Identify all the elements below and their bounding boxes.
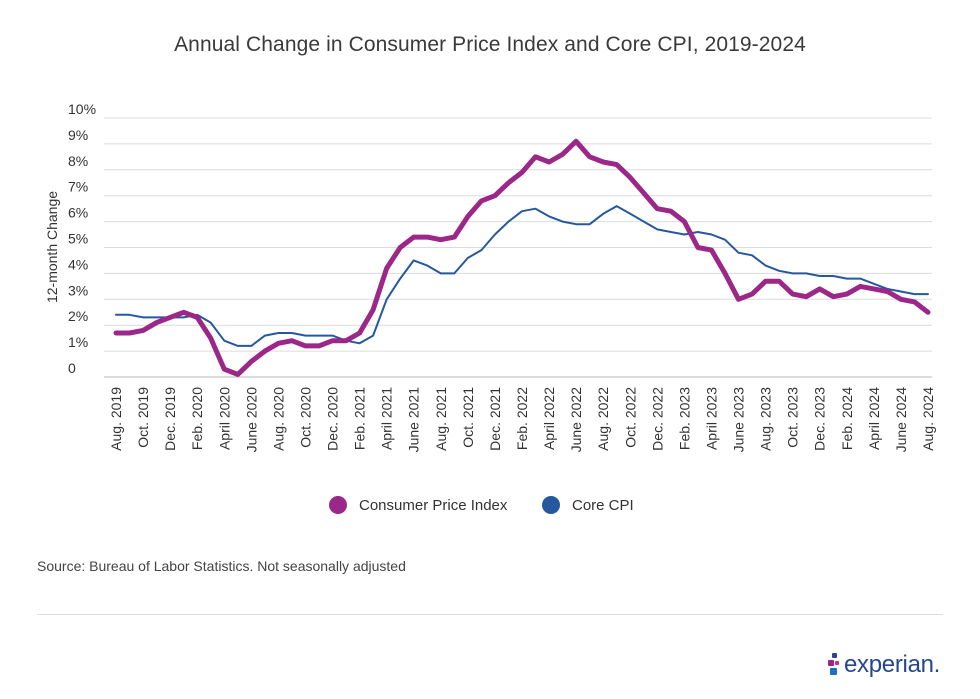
x-tick-label: June 2021 — [406, 387, 422, 453]
legend: Consumer Price Index Core CPI — [329, 496, 634, 514]
y-axis-ticks: 0 1% 2% 3% 4% 5% 6% 7% 8% 9% 10% — [68, 101, 96, 376]
x-tick-label: Feb. 2023 — [676, 387, 692, 450]
x-tick-label: Aug. 2024 — [920, 387, 936, 451]
x-tick-label: April 2023 — [703, 387, 719, 450]
x-tick-label: Oct. 2021 — [460, 387, 476, 448]
line-chart: 0 1% 2% 3% 4% 5% 6% 7% 8% 9% 10% Aug. 2019 Oct. 201… — [44, 101, 936, 514]
x-tick-label: Dec. 2021 — [487, 387, 503, 451]
x-tick-label: Aug. 2019 — [108, 387, 124, 451]
x-tick-label: June 2023 — [731, 387, 747, 453]
x-tick-label: Feb. 2024 — [839, 387, 855, 450]
legend-item-core[interactable]: Core CPI — [542, 496, 634, 514]
y-tick-label: 10% — [68, 101, 96, 117]
brand-wordmark: experian. — [844, 651, 941, 678]
experian-logo: experian. — [828, 650, 940, 680]
y-tick-label: 5% — [68, 231, 88, 247]
x-tick-label: April 2022 — [541, 387, 557, 450]
y-tick-label: 4% — [68, 256, 88, 272]
x-tick-label: Oct. 2022 — [622, 387, 638, 448]
x-tick-label: April 2021 — [379, 387, 395, 450]
y-tick-label: 3% — [68, 282, 88, 298]
y-tick-label: 0 — [68, 360, 76, 376]
y-tick-label: 1% — [68, 334, 88, 350]
x-tick-label: Dec. 2020 — [325, 387, 341, 451]
x-tick-label: June 2020 — [243, 387, 259, 453]
legend-core-label: Core CPI — [572, 497, 634, 514]
y-tick-label: 8% — [68, 153, 88, 169]
x-tick-label: Oct. 2020 — [297, 387, 313, 448]
y-axis-title: 12-month Change — [44, 191, 60, 303]
chart-title: Annual Change in Consumer Price Index an… — [174, 33, 806, 56]
grid-lines — [104, 117, 932, 378]
y-tick-label: 7% — [68, 179, 88, 195]
legend-item-cpi[interactable]: Consumer Price Index — [329, 496, 508, 514]
x-tick-label: June 2024 — [893, 387, 909, 453]
y-tick-label: 2% — [68, 308, 88, 324]
x-tick-label: Dec. 2019 — [162, 387, 178, 451]
legend-cpi-marker — [329, 496, 347, 514]
x-tick-label: Dec. 2022 — [649, 387, 665, 451]
x-tick-label: Aug. 2022 — [595, 387, 611, 451]
x-tick-label: April 2020 — [216, 387, 232, 450]
x-axis-ticks: Aug. 2019 Oct. 2019 Dec. 2019 Feb. 2020 Apri… — [108, 387, 936, 453]
x-tick-label: Oct. 2023 — [785, 387, 801, 448]
x-tick-label: June 2022 — [568, 387, 584, 453]
legend-cpi-label: Consumer Price Index — [359, 497, 508, 514]
x-tick-label: Feb. 2022 — [514, 387, 530, 450]
x-tick-label: April 2024 — [866, 387, 882, 450]
source-note: Source: Bureau of Labor Statistics. Not … — [37, 558, 406, 574]
x-tick-label: Feb. 2021 — [352, 387, 368, 450]
core-cpi-line — [115, 205, 929, 347]
legend-core-marker — [542, 496, 560, 514]
x-tick-label: Dec. 2023 — [812, 387, 828, 451]
x-tick-label: Aug. 2020 — [270, 387, 286, 451]
series-lines — [113, 138, 931, 377]
y-tick-label: 6% — [68, 205, 88, 221]
footer-divider — [37, 614, 943, 615]
x-tick-label: Oct. 2019 — [135, 387, 151, 448]
y-tick-label: 9% — [68, 127, 88, 143]
experian-dots-icon — [828, 653, 839, 675]
cpi-line — [113, 138, 931, 377]
x-tick-label: Aug. 2021 — [433, 387, 449, 451]
x-tick-label: Feb. 2020 — [189, 387, 205, 450]
x-tick-label: Aug. 2023 — [758, 387, 774, 451]
